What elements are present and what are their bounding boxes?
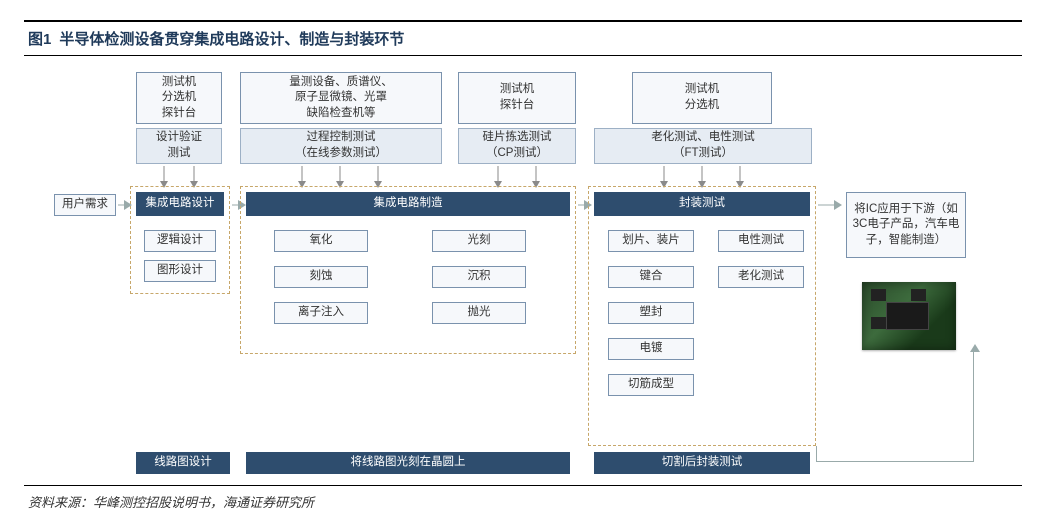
stage-design: 集成电路设计: [136, 192, 224, 216]
arrow-up-icon: [970, 344, 980, 352]
sub-pkg-r1: 老化测试: [718, 266, 804, 288]
sub-design-0: 逻辑设计: [144, 230, 216, 252]
figure-source: 资料来源：华峰测控招股说明书，海通证券研究所: [24, 486, 1022, 511]
sub-mfg-r2: 抛光: [432, 302, 526, 324]
stage-pkg: 封装测试: [594, 192, 810, 216]
test-col3: 硅片拣选测试 （CP测试）: [458, 128, 576, 164]
arrow-path: [816, 446, 817, 462]
equip-col4: 测试机 分选机: [632, 72, 772, 124]
sub-mfg-l0: 氧化: [274, 230, 368, 252]
chip-image: [862, 282, 956, 350]
sub-pkg-l1: 键合: [608, 266, 694, 288]
sub-mfg-l1: 刻蚀: [274, 266, 368, 288]
test-col4: 老化测试、电性测试 （FT测试）: [594, 128, 812, 164]
test-col1: 设计验证 测试: [136, 128, 222, 164]
sub-mfg-r0: 光刻: [432, 230, 526, 252]
figure-title: 半导体检测设备贯穿集成电路设计、制造与封装环节: [59, 28, 404, 49]
bottom-2: 将线路图光刻在晶圆上: [246, 452, 570, 474]
sub-mfg-l2: 离子注入: [274, 302, 368, 324]
sub-pkg-l4: 切筋成型: [608, 374, 694, 396]
figure-number: 图1: [28, 28, 51, 49]
bottom-1: 线路图设计: [136, 452, 230, 474]
stage-mfg: 集成电路制造: [246, 192, 570, 216]
sub-design-1: 图形设计: [144, 260, 216, 282]
test-col2: 过程控制测试 （在线参数测试）: [240, 128, 442, 164]
sub-pkg-r0: 电性测试: [718, 230, 804, 252]
equip-col1: 测试机 分选机 探针台: [136, 72, 222, 124]
flow-input: 用户需求: [54, 194, 116, 216]
sub-mfg-r1: 沉积: [432, 266, 526, 288]
equip-col3: 测试机 探针台: [458, 72, 576, 124]
sub-pkg-l3: 电镀: [608, 338, 694, 360]
sub-pkg-l2: 塑封: [608, 302, 694, 324]
flow-output: 将IC应用于下游（如3C电子产品，汽车电子，智能制造）: [846, 192, 966, 258]
sub-pkg-l0: 划片、装片: [608, 230, 694, 252]
arrow-path: [816, 350, 974, 462]
equip-col2: 量测设备、质谱仪、 原子显微镜、光罩 缺陷检查机等: [240, 72, 442, 124]
diagram: 测试机 分选机 探针台 量测设备、质谱仪、 原子显微镜、光罩 缺陷检查机等 测试…: [24, 56, 1022, 486]
bottom-3: 切割后封装测试: [594, 452, 810, 474]
figure-title-bar: 图1 半导体检测设备贯穿集成电路设计、制造与封装环节: [24, 20, 1022, 56]
